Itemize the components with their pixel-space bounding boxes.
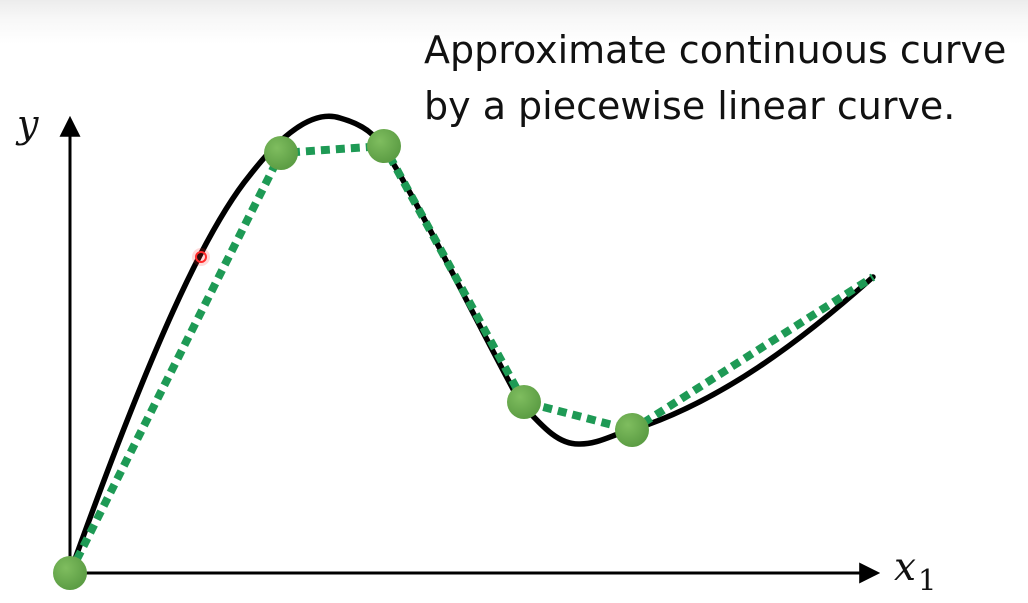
x-axis-label: x1 [894,548,936,595]
cursor-dot-icon [192,248,210,266]
caption: Approximate continuous curve by a piecew… [424,22,1024,134]
breakpoint-5 [615,413,649,447]
breakpoint-3 [367,129,401,163]
x-axis-label-main: x [894,545,916,590]
caption-line-2: by a piecewise linear curve. [424,84,956,128]
breakpoint-2 [264,136,298,170]
y-axis-label: y [17,102,39,146]
piecewise-linear-curve [66,142,876,575]
caption-line-1: Approximate continuous curve [424,28,1007,72]
continuous-curve [67,113,876,576]
breakpoint-4 [507,385,541,419]
breakpoint-1 [53,556,87,590]
x-axis-label-subscript: 1 [918,563,937,597]
